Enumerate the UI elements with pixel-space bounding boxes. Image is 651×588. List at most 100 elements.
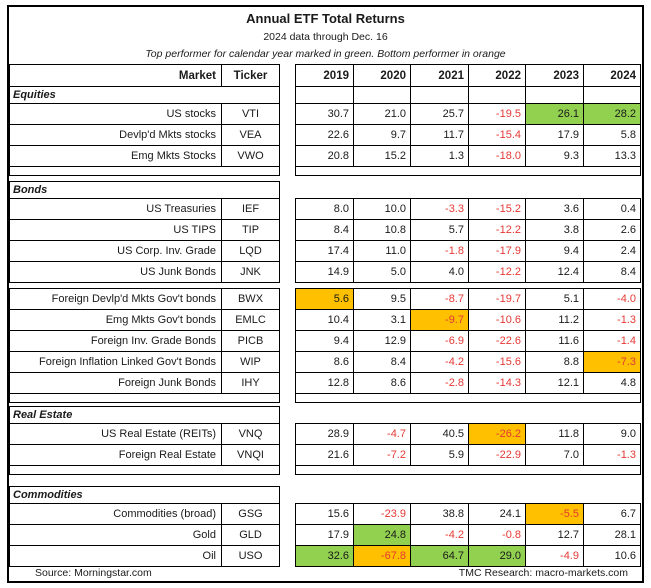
market-cell: Gold <box>9 524 222 546</box>
value-cell: -1.3 <box>583 444 641 466</box>
value-cell: 26.1 <box>525 103 584 125</box>
value-cell: 2.4 <box>583 240 641 262</box>
value-cell: 22.6 <box>295 124 354 146</box>
value-cell: -1.3 <box>583 309 641 331</box>
value-cell: 8.8 <box>525 351 584 373</box>
ticker-cell: JNK <box>221 261 280 283</box>
value-cell: 3.8 <box>525 219 584 241</box>
section-row: Equities <box>9 86 641 104</box>
market-cell: US Corp. Inv. Grade <box>9 240 222 262</box>
table-row: Foreign Inv. Grade Bonds PICB 9.4 12.9 -6.9-… <box>9 330 641 352</box>
value-cell: 6.7 <box>583 503 641 525</box>
value-cell: -67.8 <box>353 545 411 567</box>
value-cell: 14.9 <box>295 261 354 283</box>
section-trailing-row <box>9 166 641 176</box>
table-row: Foreign Junk Bonds IHY 12.8 8.6 -2.8 -14.3 12.… <box>9 372 641 394</box>
ticker-cell: BWX <box>221 288 280 310</box>
market-cell: Foreign Junk Bonds <box>9 372 222 394</box>
value-cell: 5.0 <box>353 261 411 283</box>
title-block: Annual ETF Total Returns 2024 data throu… <box>9 7 642 61</box>
research-text: TMC Research: macro-markets.com <box>458 567 628 579</box>
value-cell: -18.0 <box>468 145 526 167</box>
value-cell: 8.6 <box>353 372 411 394</box>
value-cell: 9.0 <box>583 423 641 445</box>
value-cell: 21.0 <box>353 103 411 125</box>
value-cell: 4.0 <box>410 261 469 283</box>
year-column-header: 2020 <box>353 64 411 87</box>
value-cell: 5.8 <box>583 124 641 146</box>
value-cell: 12.9 <box>353 330 411 352</box>
market-cell: US Real Estate (REITs) <box>9 423 222 445</box>
value-cell: 11.6 <box>525 330 584 352</box>
table-row: Foreign Inflation Linked Gov't Bonds WIP 8… <box>9 351 641 373</box>
value-cell: 5.7 <box>410 219 469 241</box>
value-cell: -23.9 <box>353 503 411 525</box>
value-cell: 8.0 <box>295 198 354 220</box>
section-label: Commodities <box>9 486 280 504</box>
value-cell: 9.4 <box>295 330 354 352</box>
table-row: US Real Estate (REITs) VNQ 28.9 -4.7 40.5 -26… <box>9 423 641 445</box>
value-cell: 25.7 <box>410 103 469 125</box>
value-cell: 8.6 <box>295 351 354 373</box>
value-cell: -19.5 <box>468 103 526 125</box>
value-cell: 10.6 <box>583 545 641 567</box>
value-cell: 28.2 <box>583 103 641 125</box>
table-row: US stocks VTI 30.7 21.0 25.7 -19.5 26.1 28.2 <box>9 103 641 125</box>
value-cell: -4.0 <box>583 288 641 310</box>
value-cell: 15.6 <box>295 503 354 525</box>
value-cell: 17.9 <box>525 124 584 146</box>
value-cell: -14.3 <box>468 372 526 394</box>
value-cell: 28.9 <box>295 423 354 445</box>
ticker-cell: USO <box>221 545 280 567</box>
value-cell: -4.2 <box>410 351 469 373</box>
column-gap <box>280 65 296 87</box>
ticker-cell: LQD <box>221 240 280 262</box>
value-cell: -6.9 <box>410 330 469 352</box>
market-cell: Emg Mkts Gov't bonds <box>9 309 222 331</box>
value-cell: 5.6 <box>295 288 354 310</box>
section-row: Real Estate <box>9 406 641 424</box>
market-cell: Foreign Real Estate <box>9 444 222 466</box>
value-cell: 10.4 <box>295 309 354 331</box>
year-column-header: 2023 <box>525 64 584 87</box>
value-cell: 1.3 <box>410 145 469 167</box>
market-cell: Oil <box>9 545 222 567</box>
value-cell: 12.7 <box>525 524 584 546</box>
value-cell: 11.0 <box>353 240 411 262</box>
ticker-cell: IEF <box>221 198 280 220</box>
value-cell: 29.0 <box>468 545 526 567</box>
value-cell: 7.0 <box>525 444 584 466</box>
ticker-cell: TIP <box>221 219 280 241</box>
value-cell: 5.1 <box>525 288 584 310</box>
value-cell: -3.3 <box>410 198 469 220</box>
value-cell: -26.2 <box>468 423 526 445</box>
section-spacer <box>10 475 641 487</box>
highlight-legend-note: Top performer for calendar year marked i… <box>145 48 506 60</box>
value-cell: -8.7 <box>410 288 469 310</box>
value-cell: -9.7 <box>410 309 469 331</box>
ticker-cell: VNQI <box>221 444 280 466</box>
table-row: Emg Mkts Gov't bonds EMLC 10.4 3.1 -9.7 -10.6… <box>9 309 641 331</box>
market-cell: Foreign Inflation Linked Gov't Bonds <box>9 351 222 373</box>
year-column-header: 2024 <box>583 64 641 87</box>
ticker-cell: PICB <box>221 330 280 352</box>
table-row: US Corp. Inv. Grade LQD 17.4 11.0 -1.8 -17.9 9… <box>9 240 641 262</box>
value-cell: -19.7 <box>468 288 526 310</box>
value-cell: 38.8 <box>410 503 469 525</box>
value-cell: 12.1 <box>525 372 584 394</box>
value-cell: 3.6 <box>525 198 584 220</box>
value-cell: 12.8 <box>295 372 354 394</box>
value-cell: 40.5 <box>410 423 469 445</box>
value-cell: 24.1 <box>468 503 526 525</box>
ticker-cell: GLD <box>221 524 280 546</box>
value-cell: -1.4 <box>583 330 641 352</box>
value-cell: -22.6 <box>468 330 526 352</box>
value-cell: 30.7 <box>295 103 354 125</box>
section-trailing-row <box>9 393 641 403</box>
returns-table: Market Ticker 2019 2020 2021 2022 2023 2024 Equi… <box>9 64 641 567</box>
value-cell: 17.9 <box>295 524 354 546</box>
value-cell: -5.5 <box>525 503 584 525</box>
etf-returns-sheet: Annual ETF Total Returns 2024 data throu… <box>7 5 644 583</box>
value-cell: -4.9 <box>525 545 584 567</box>
section-row: Bonds <box>9 181 641 199</box>
